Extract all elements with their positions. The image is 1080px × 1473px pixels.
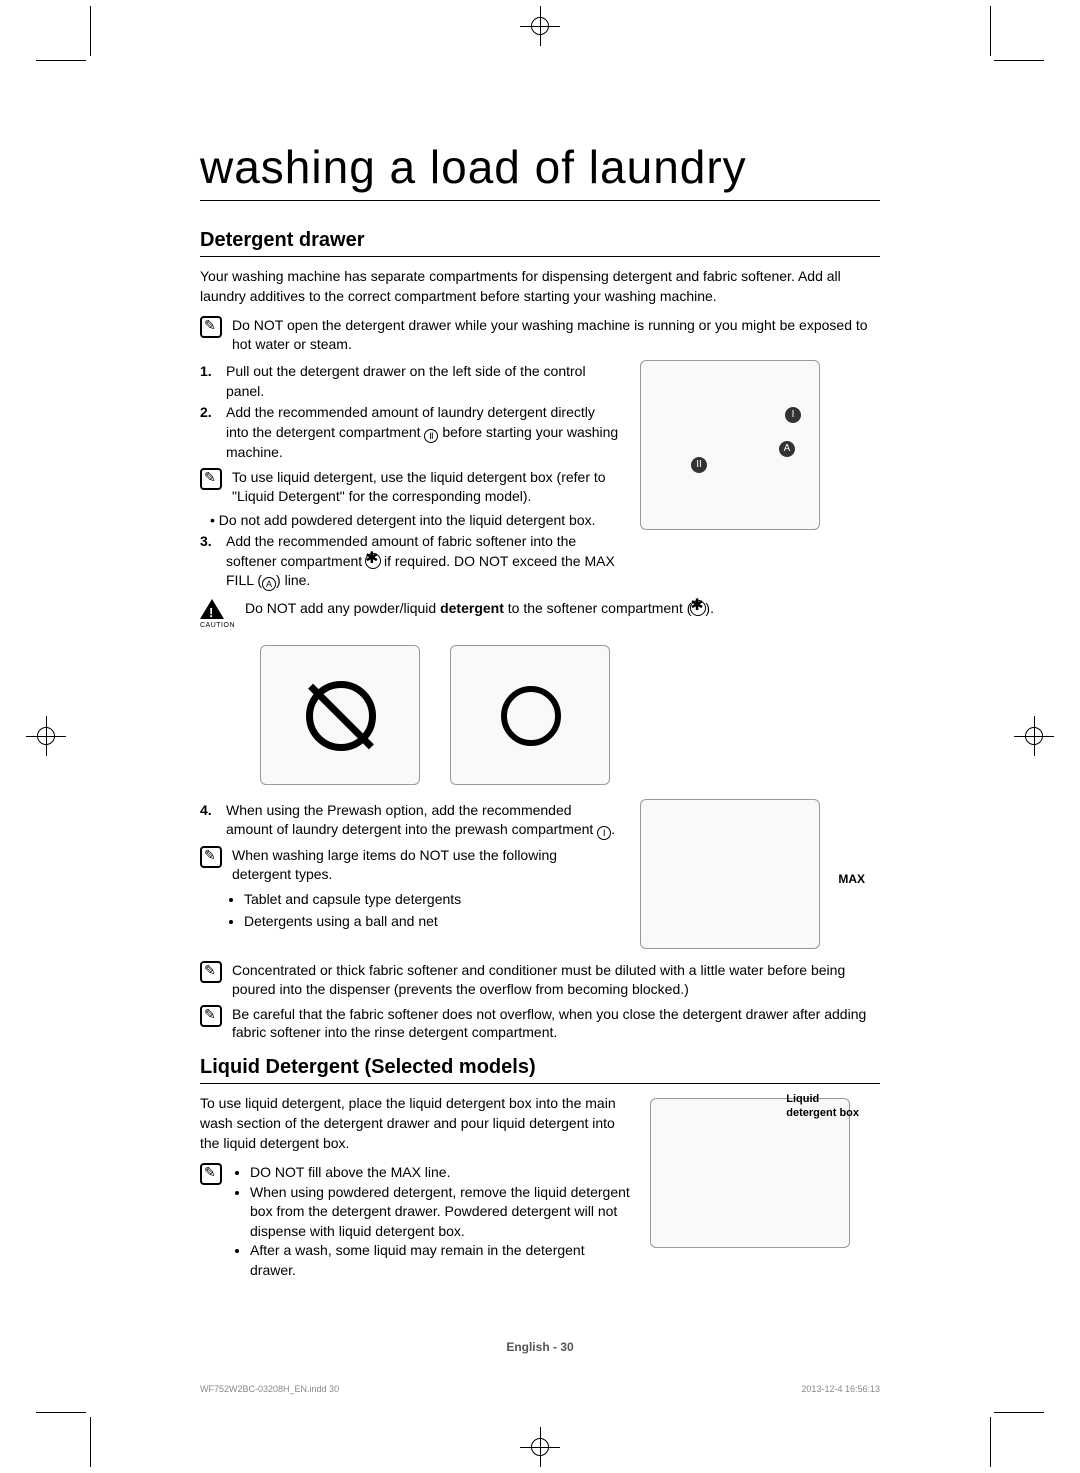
illustration-drawer: I A II [640,360,820,530]
liquid-bullet-2: When using powdered detergent, remove th… [250,1183,630,1242]
note-icon [200,1005,222,1027]
note-large-items: When washing large items do NOT use the … [200,846,620,884]
note-concentrated: Concentrated or thick fabric softener an… [200,961,880,999]
step-2: 2. Add the recommended amount of laundry… [200,403,620,462]
step-4: 4. When using the Prewash option, add th… [200,801,620,841]
step-1: 1. Pull out the detergent drawer on the … [200,362,620,401]
compartment-ii-icon: Ⅱ [424,429,438,443]
illustration-prohibit [260,645,420,785]
note-liquid-box: To use liquid detergent, use the liquid … [200,468,620,506]
section-heading-detergent: Detergent drawer [200,229,880,257]
footer-timestamp: 2013-12-4 16:56:13 [801,1384,880,1394]
compartment-a-icon: A [262,577,276,591]
note-icon [200,316,222,338]
liquid-bullet-1: DO NOT fill above the MAX line. [250,1163,630,1183]
section-heading-liquid: Liquid Detergent (Selected models) [200,1056,880,1084]
max-label: MAX [838,872,865,886]
badge-i: I [785,407,801,423]
caution-label: CAUTION [200,621,235,630]
note-icon [200,846,222,868]
note-do-not-open: Do NOT open the detergent drawer while y… [200,316,880,354]
illustration-liquid-box: Liquid detergent box [650,1098,850,1248]
caution-icon [200,599,224,619]
note-overflow: Be careful that the fabric softener does… [200,1005,880,1043]
note-icon [200,961,222,983]
illustration-ok [450,645,610,785]
liquid-intro: To use liquid detergent, place the liqui… [200,1094,630,1153]
liquid-notes: DO NOT fill above the MAX line. When usi… [200,1163,630,1281]
badge-a: A [779,441,795,457]
compartment-i-icon: Ⅰ [597,826,611,840]
bullet-tablet: Tablet and capsule type detergents [244,890,620,910]
liquid-box-label: Liquid detergent box [786,1093,859,1119]
page-footer: English - 30 [90,1340,990,1354]
badge-ii: II [691,457,707,473]
prohibit-icon [306,681,376,751]
page-title: washing a load of laundry [200,140,880,201]
note-icon [200,1163,222,1185]
intro-text: Your washing machine has separate compar… [200,267,880,306]
liquid-bullet-3: After a wash, some liquid may remain in … [250,1241,630,1280]
note-icon [200,468,222,490]
ok-circle-icon [501,686,561,746]
caution-row: CAUTION Do NOT add any powder/liquid det… [200,599,880,630]
step-3: 3. Add the recommended amount of fabric … [200,532,620,591]
bullet-ballnet: Detergents using a ball and net [244,912,620,932]
print-metadata: WF752W2BC-03208H_EN.indd 30 2013-12-4 16… [200,1384,880,1394]
illustration-max: MAX [640,799,820,949]
note-text: Do NOT open the detergent drawer while y… [232,316,880,354]
softener-icon [691,601,705,615]
softener-icon [366,554,380,568]
manual-page: washing a load of laundry Detergent draw… [90,60,990,1410]
bullet-no-powder: • Do not add powdered detergent into the… [210,512,620,528]
footer-filename: WF752W2BC-03208H_EN.indd 30 [200,1384,339,1394]
